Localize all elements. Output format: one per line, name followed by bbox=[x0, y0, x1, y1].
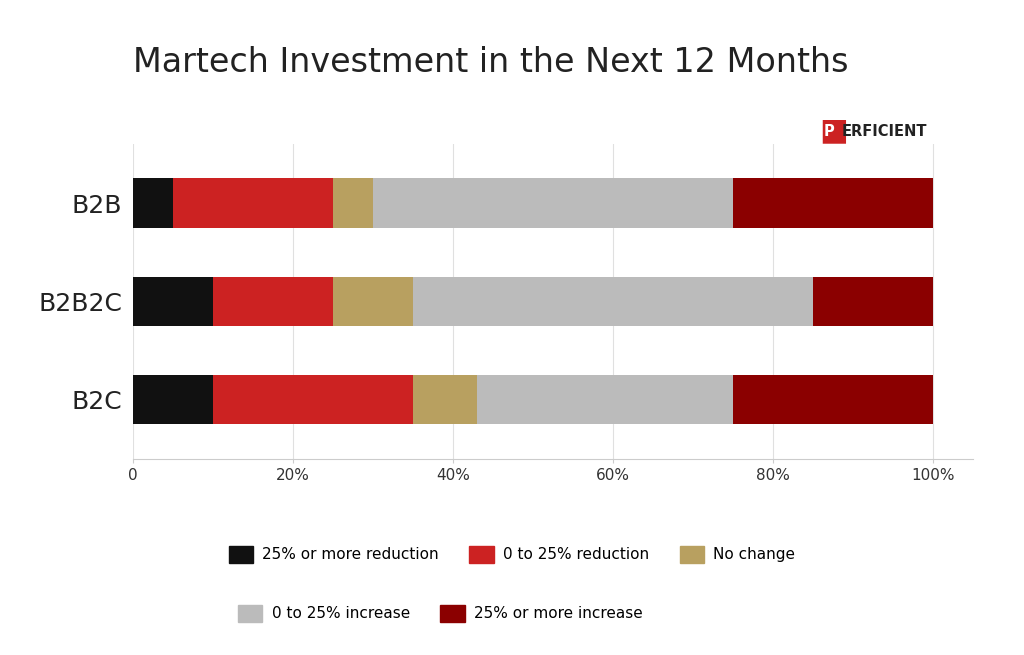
Bar bbox=[213, 276, 333, 326]
Bar bbox=[733, 375, 933, 424]
Bar bbox=[477, 375, 733, 424]
Text: Martech Investment in the Next 12 Months: Martech Investment in the Next 12 Months bbox=[133, 46, 849, 79]
Bar bbox=[413, 276, 813, 326]
Bar bbox=[333, 178, 373, 227]
Text: ■: ■ bbox=[819, 117, 848, 145]
Legend: 25% or more reduction, 0 to 25% reduction, No change: 25% or more reduction, 0 to 25% reductio… bbox=[222, 540, 802, 569]
Bar bbox=[733, 178, 933, 227]
Bar bbox=[173, 178, 333, 227]
Bar bbox=[133, 276, 213, 326]
Legend: 0 to 25% increase, 25% or more increase: 0 to 25% increase, 25% or more increase bbox=[231, 599, 649, 627]
Bar bbox=[413, 375, 477, 424]
Bar bbox=[133, 375, 213, 424]
Bar bbox=[333, 276, 413, 326]
Text: ERFICIENT: ERFICIENT bbox=[842, 124, 927, 138]
Text: P: P bbox=[823, 124, 834, 138]
Bar bbox=[133, 178, 173, 227]
Bar bbox=[213, 375, 413, 424]
Bar bbox=[813, 276, 933, 326]
Bar bbox=[373, 178, 733, 227]
